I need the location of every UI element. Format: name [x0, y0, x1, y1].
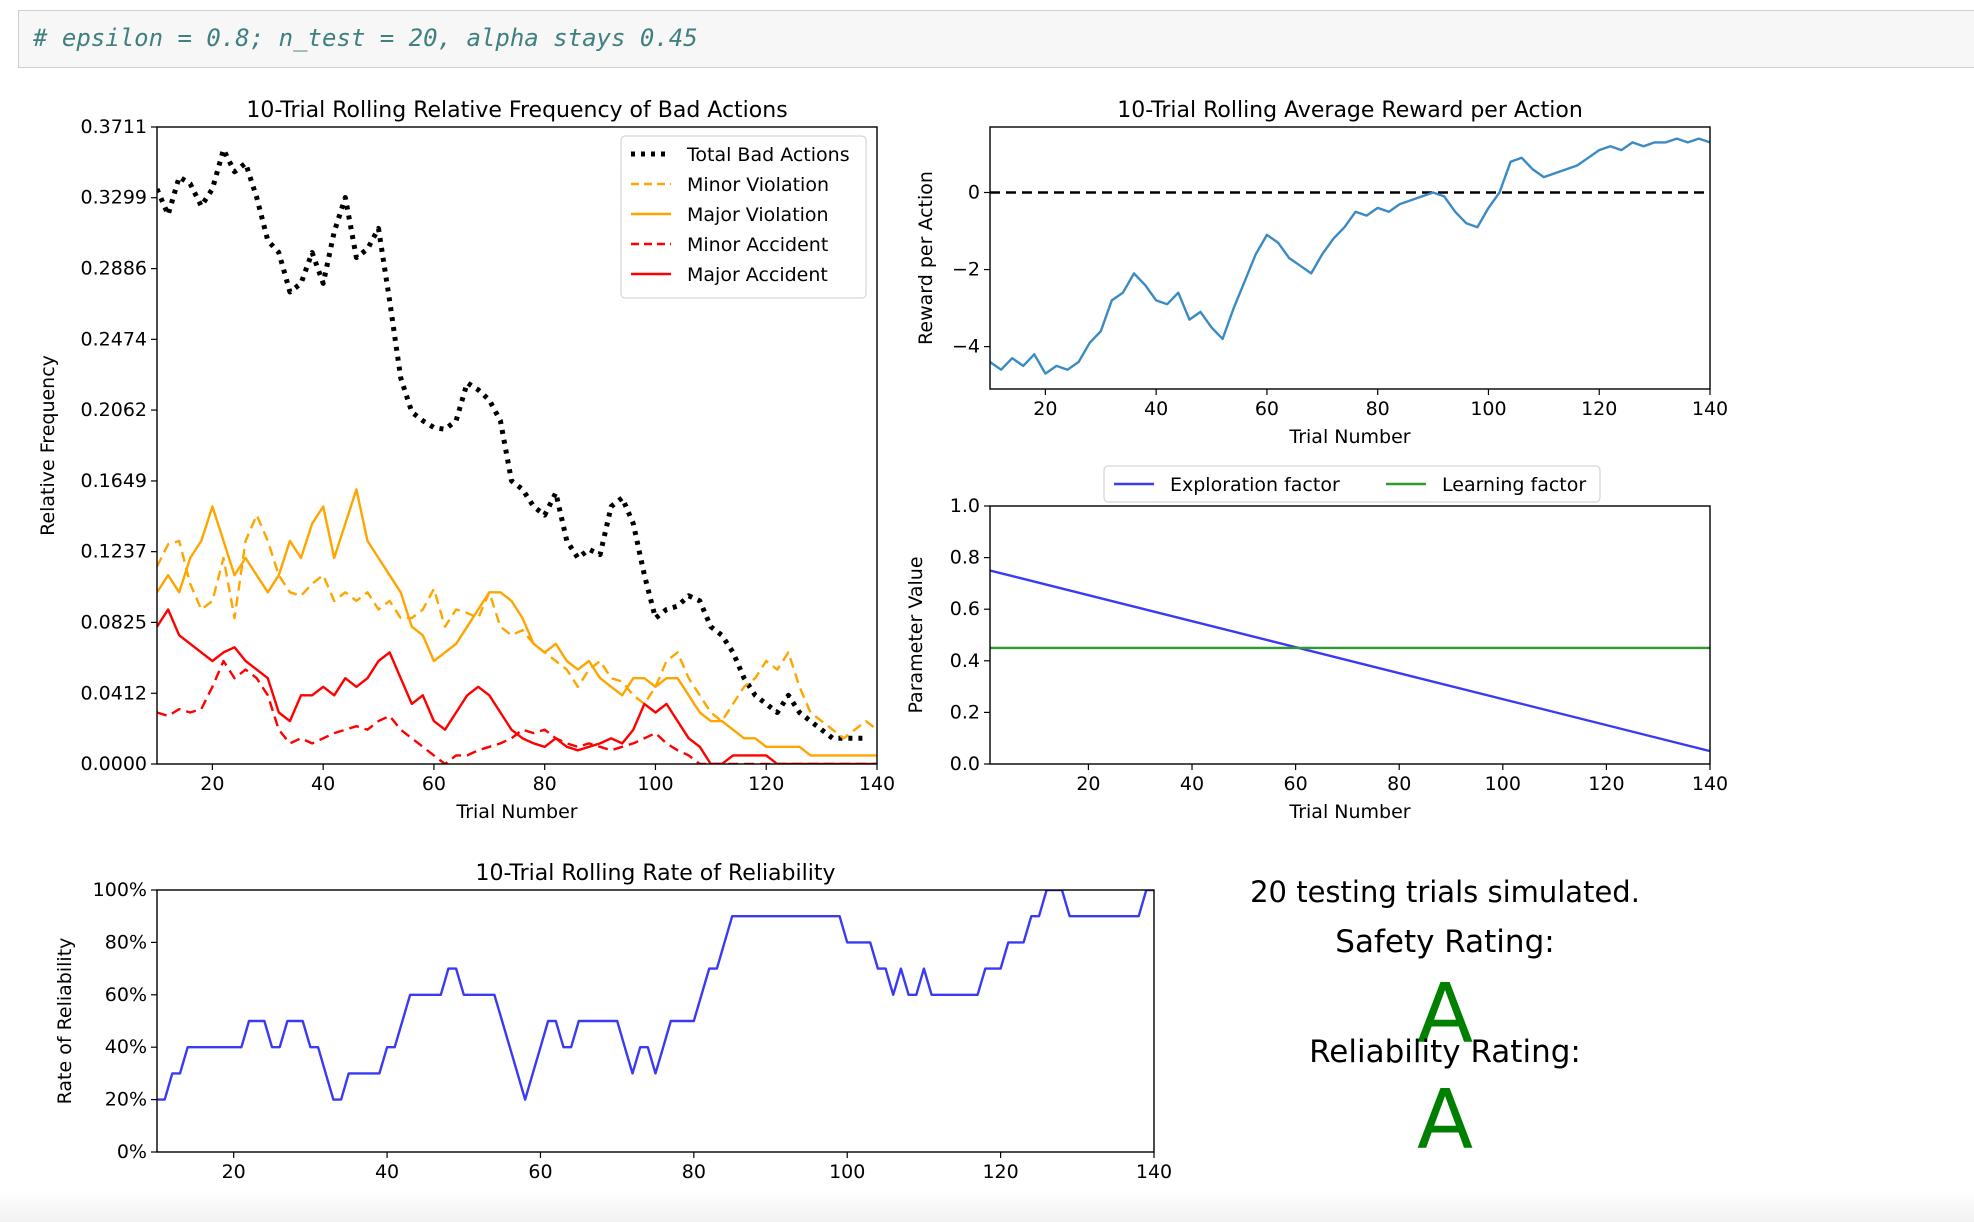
y-tick-label: 80% [105, 931, 147, 953]
chart-reward: 10-Trial Rolling Average Reward per Acti… [915, 98, 1728, 448]
x-tick-label: 80 [1366, 398, 1390, 420]
chart-title: 10-Trial Rolling Relative Frequency of B… [246, 98, 787, 123]
series-line-reward-per-action [990, 139, 1710, 374]
series-line-major-violation [157, 489, 877, 755]
y-tick-label: 0.0 [950, 753, 980, 775]
figure: 10-Trial Rolling Relative Frequency of B… [0, 70, 1974, 1190]
legend-label: Major Violation [687, 204, 829, 226]
safety-rating-label: Safety Rating: [1335, 924, 1554, 960]
x-tick-label: 20 [222, 1161, 246, 1183]
x-axis-label: Trial Number [455, 801, 577, 823]
x-tick-label: 40 [1144, 398, 1168, 420]
chart-reliability: 10-Trial Rolling Rate of Reliability 20 40… [54, 861, 1172, 1190]
y-tick-label: 0.2474 [81, 328, 147, 350]
legend-label: Minor Accident [687, 234, 828, 256]
chart-parameters: 20 40 60 80 100 120 140 0.0 0.2 0.4 0.6 0.8 1.0 Trial… [905, 466, 1728, 823]
y-tick-label: 0.4 [950, 650, 980, 672]
y-tick-label: 0.1237 [81, 541, 147, 563]
y-tick-label: 0.2886 [81, 258, 147, 280]
y-tick-label: 0 [968, 182, 980, 204]
y-tick-label: 0.6 [950, 598, 980, 620]
x-tick-label: 140 [1692, 773, 1728, 795]
y-tick-label: −4 [952, 336, 980, 358]
trials-simulated-text: 20 testing trials simulated. [1250, 875, 1640, 909]
y-tick-label: 0.8 [950, 547, 980, 569]
plot-frame [990, 127, 1710, 389]
y-axis-label: Relative Frequency [37, 355, 59, 536]
reliability-rating-grade: A [1417, 1073, 1473, 1168]
chart-bad-actions: 10-Trial Rolling Relative Frequency of B… [37, 98, 895, 823]
x-tick-label: 60 [528, 1161, 552, 1183]
legend-label: Learning factor [1442, 474, 1586, 496]
x-tick-label: 20 [1076, 773, 1100, 795]
x-tick-label: 80 [682, 1161, 706, 1183]
series-line-reliability [157, 890, 1154, 1100]
x-tick-label: 40 [375, 1161, 399, 1183]
x-tick-label: 20 [200, 773, 224, 795]
x-axis-label: Trial Number [1288, 426, 1410, 448]
reliability-rating-label: Reliability Rating: [1309, 1034, 1581, 1070]
y-tick-label: 0% [117, 1141, 147, 1163]
plot-frame [157, 890, 1154, 1152]
x-tick-label: 120 [1581, 398, 1617, 420]
x-tick-label: 100 [637, 773, 673, 795]
ratings-panel: 20 testing trials simulated. Safety Rati… [1250, 875, 1640, 1168]
y-tick-label: 20% [105, 1089, 147, 1111]
series-group [990, 571, 1710, 752]
x-tick-label: 80 [533, 773, 557, 795]
chart-title: 10-Trial Rolling Rate of Reliability [476, 861, 836, 886]
x-tick-label: 140 [859, 773, 895, 795]
y-tick-label: 0.0000 [81, 753, 147, 775]
x-tick-label: 100 [1485, 773, 1521, 795]
legend-label: Minor Violation [687, 174, 829, 196]
y-tick-label: 40% [105, 1036, 147, 1058]
x-tick-label: 120 [1588, 773, 1624, 795]
y-tick-label: 0.1649 [81, 470, 147, 492]
legend-label: Exploration factor [1170, 474, 1340, 496]
series-group [990, 139, 1710, 374]
y-tick-label: 60% [105, 984, 147, 1006]
x-tick-label: 60 [1255, 398, 1279, 420]
y-tick-label: 0.2 [950, 701, 980, 723]
x-tick-label: 100 [829, 1161, 865, 1183]
y-tick-label: 0.3299 [81, 187, 147, 209]
y-tick-label: 100% [93, 879, 147, 901]
plot-frame [990, 506, 1710, 764]
y-tick-label: 0.0825 [81, 611, 147, 633]
x-tick-label: 100 [1470, 398, 1506, 420]
code-comment: # epsilon = 0.8; n_test = 20, alpha stay… [33, 24, 698, 52]
x-tick-label: 140 [1692, 398, 1728, 420]
series-line-exploration-factor [990, 571, 1710, 752]
code-cell[interactable]: # epsilon = 0.8; n_test = 20, alpha stay… [18, 10, 1974, 68]
legend-label: Major Accident [687, 264, 828, 286]
x-tick-label: 80 [1387, 773, 1411, 795]
y-axis-label: Reward per Action [915, 171, 937, 345]
y-axis-label: Parameter Value [905, 556, 927, 713]
x-tick-label: 120 [982, 1161, 1018, 1183]
x-tick-label: 40 [1180, 773, 1204, 795]
y-tick-label: 0.0412 [81, 682, 147, 704]
x-tick-label: 140 [1136, 1161, 1172, 1183]
x-tick-label: 60 [422, 773, 446, 795]
y-axis-label: Rate of Reliability [54, 938, 76, 1105]
y-tick-label: 0.3711 [81, 116, 147, 138]
x-tick-label: 60 [1284, 773, 1308, 795]
chart-title: 10-Trial Rolling Average Reward per Acti… [1117, 98, 1583, 123]
y-tick-label: 0.2062 [81, 399, 147, 421]
x-axis-label: Trial Number [1288, 801, 1410, 823]
x-tick-label: 40 [311, 773, 335, 795]
scroll-shadow [0, 1190, 1974, 1222]
series-group [157, 890, 1154, 1100]
legend-label: Total Bad Actions [686, 144, 850, 166]
y-tick-label: 1.0 [950, 495, 980, 517]
x-tick-label: 120 [748, 773, 784, 795]
y-tick-label: −2 [952, 259, 980, 281]
x-tick-label: 20 [1033, 398, 1057, 420]
